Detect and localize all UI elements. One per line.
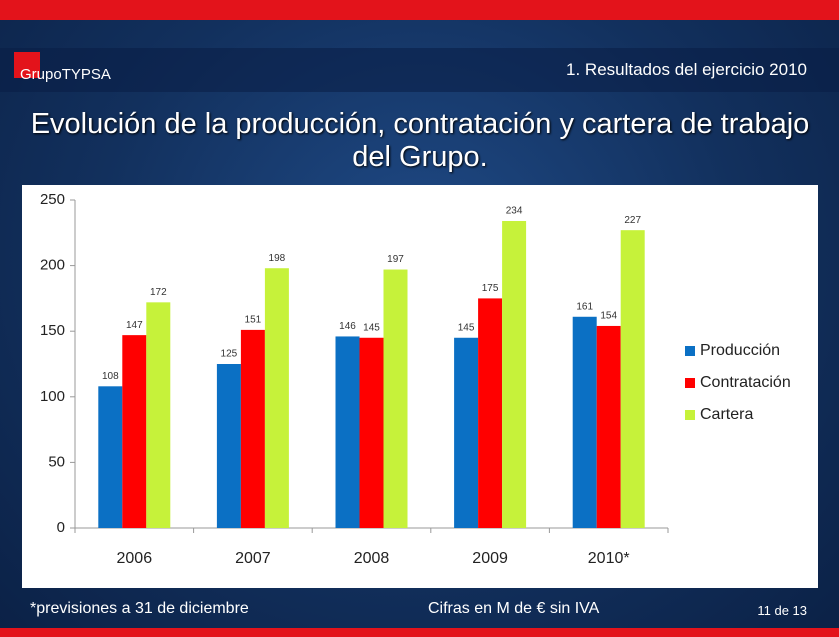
- value-label: 227: [624, 215, 641, 226]
- value-label: 145: [363, 322, 380, 333]
- bar: [216, 364, 241, 528]
- bar: [502, 220, 527, 528]
- legend-label: Cartera: [700, 406, 753, 423]
- bar: [146, 302, 171, 528]
- x-tick-label: 2006: [117, 550, 153, 567]
- y-tick-label: 250: [40, 191, 65, 208]
- x-tick-label: 2007: [235, 550, 271, 567]
- bar: [359, 337, 384, 528]
- value-label: 125: [221, 349, 238, 360]
- section-title: 1. Resultados del ejercicio 2010: [566, 60, 807, 79]
- value-label: 172: [150, 287, 167, 298]
- value-label: 147: [126, 320, 143, 331]
- bar: [454, 337, 479, 528]
- bar: [335, 336, 360, 528]
- units-note: Cifras en M de € sin IVA: [428, 600, 600, 617]
- x-tick-label: 2008: [354, 550, 390, 567]
- y-tick-label: 200: [40, 257, 65, 274]
- bottom-bar: [0, 628, 839, 637]
- value-label: 154: [600, 311, 617, 322]
- bar: [572, 316, 597, 528]
- footnote: *previsiones a 31 de diciembre: [30, 600, 249, 617]
- chart-panel: 0 50 100 150 200 250 2006 108 147 172 2007 125 151 19…: [22, 185, 818, 588]
- value-label: 197: [387, 254, 404, 265]
- y-tick-label: 0: [57, 519, 65, 536]
- bar: [383, 269, 408, 528]
- value-label: 175: [482, 283, 499, 294]
- value-label: 108: [102, 371, 119, 382]
- chart: 0 50 100 150 200 250 2006 108 147 172 2007 125 151 19…: [40, 191, 791, 567]
- top-bar: [0, 0, 839, 20]
- bar: [264, 268, 289, 528]
- value-label: 146: [339, 321, 356, 332]
- value-label: 145: [458, 322, 475, 333]
- x-tick-label: 2010*: [588, 550, 630, 567]
- bar: [240, 329, 265, 528]
- value-label: 151: [245, 315, 262, 326]
- bar: [596, 325, 621, 528]
- logo-square: [14, 52, 40, 78]
- value-label: 161: [576, 301, 593, 312]
- page-number: 11 de 13: [757, 603, 807, 618]
- bar: [98, 386, 123, 528]
- y-tick-label: 150: [40, 322, 65, 339]
- bar: [620, 230, 645, 528]
- value-label: 198: [269, 253, 286, 264]
- bar: [122, 335, 147, 528]
- bar: [478, 298, 503, 528]
- legend-label: Contratación: [700, 374, 791, 391]
- legend-swatch: [685, 378, 695, 388]
- header-band: [0, 48, 839, 92]
- y-tick-label: 100: [40, 388, 65, 405]
- value-label: 234: [506, 206, 523, 217]
- y-tick-label: 50: [48, 453, 65, 470]
- x-tick-label: 2009: [472, 550, 508, 567]
- legend-swatch: [685, 410, 695, 420]
- brand: GrupoTYPSA: [20, 66, 111, 83]
- legend-label: Producción: [700, 342, 780, 359]
- slide-title: Evolución de la producción, contratación…: [30, 108, 810, 173]
- legend-swatch: [685, 346, 695, 356]
